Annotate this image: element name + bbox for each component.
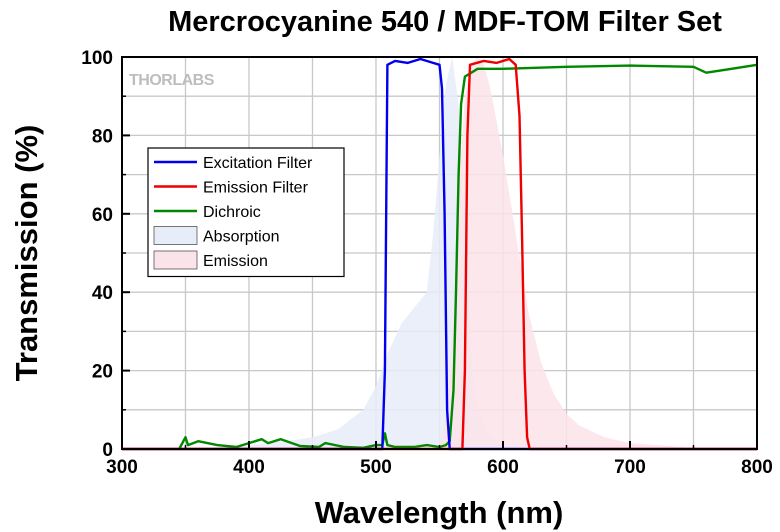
legend-label-absorption: Absorption: [203, 229, 280, 246]
y-tick-label: 20: [92, 362, 113, 383]
x-tick-label: 500: [360, 457, 392, 478]
series-dichroic-line: [178, 63, 758, 450]
ticks: 300 400 500 600 700 800 0 20 40 60 80 100: [81, 48, 773, 478]
thorlabs-watermark: THORLABS: [129, 72, 215, 89]
x-tick-label: 300: [106, 457, 138, 478]
y-tick-label: 80: [92, 126, 113, 147]
x-tick-label: 600: [487, 457, 519, 478]
series-emission-area: [439, 57, 757, 449]
x-tick-label: 400: [233, 457, 265, 478]
chart-title: Mercrocyanine 540 / MDF-TOM Filter Set: [168, 6, 722, 38]
y-axis-title: Transmission (%): [9, 125, 44, 382]
legend-swatch-emission: [153, 250, 198, 270]
legend-label-emission: Emission: [203, 253, 268, 270]
y-tick-label: 60: [92, 205, 113, 226]
series-layer: [122, 57, 758, 451]
series-emission-filter-line: [122, 57, 757, 451]
legend-label-dichroic: Dichroic: [203, 204, 261, 221]
x-tick-label: 800: [741, 457, 773, 478]
x-axis-title: Wavelength (nm): [315, 495, 564, 530]
y-tick-label: 100: [81, 48, 113, 69]
legend-label-excitation-filter: Excitation Filter: [203, 155, 313, 172]
legend-label-emission-filter: Emission Filter: [203, 180, 309, 197]
series-excitation-filter-line: [122, 57, 757, 451]
y-tick-label: 40: [92, 283, 113, 304]
x-tick-label: 700: [614, 457, 646, 478]
y-tick-label: 0: [102, 440, 113, 461]
legend: Excitation Filter Emission Filter Dichroic…: [147, 147, 345, 278]
legend-swatch-absorption: [153, 226, 198, 245]
